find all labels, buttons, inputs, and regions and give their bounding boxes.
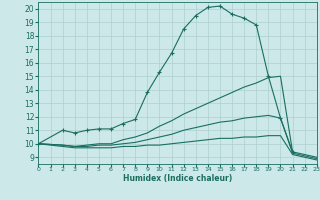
X-axis label: Humidex (Indice chaleur): Humidex (Indice chaleur) <box>123 174 232 183</box>
